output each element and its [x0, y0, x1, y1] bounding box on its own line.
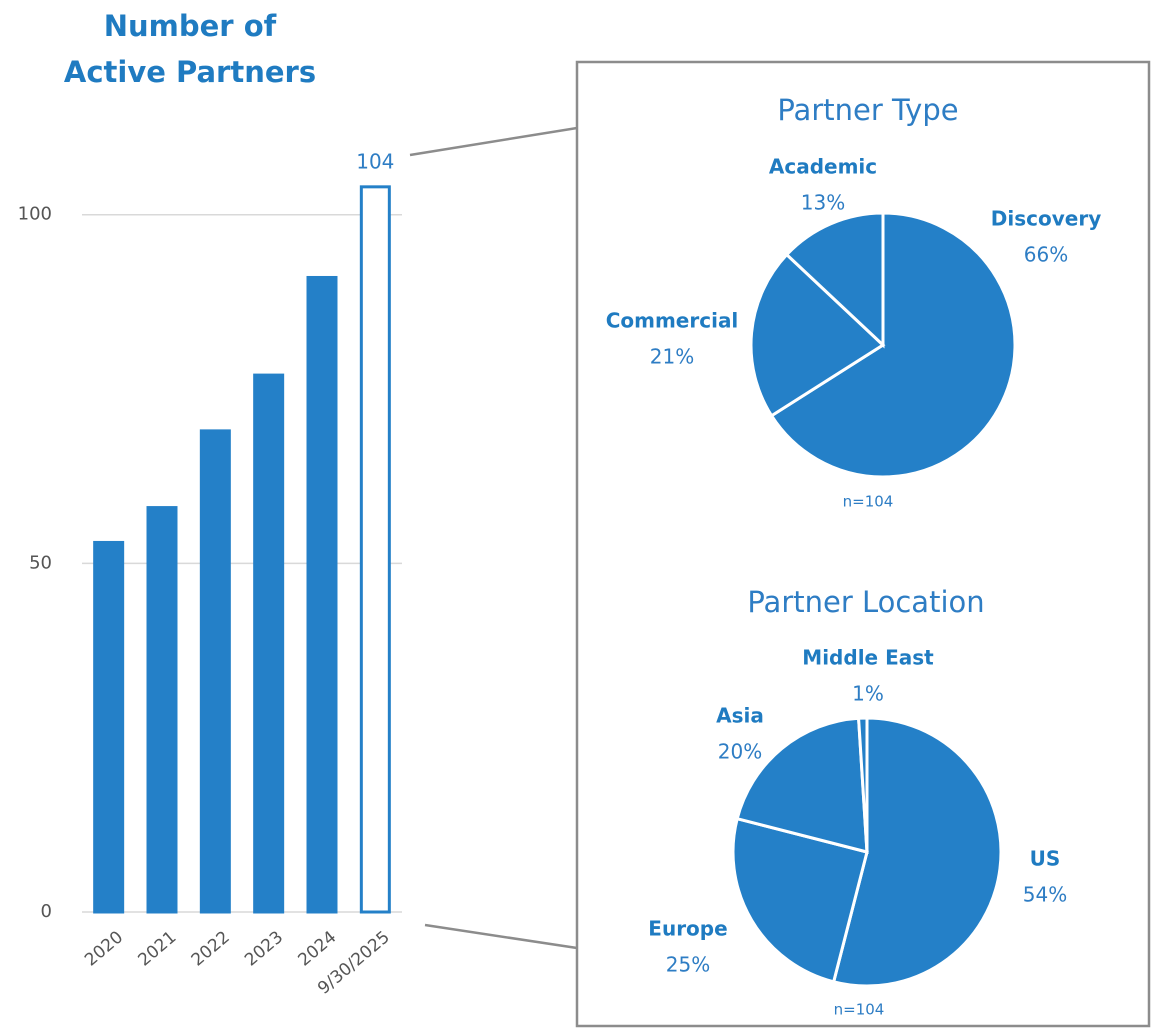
pie-slice — [831, 716, 1003, 988]
connector-line — [424, 923, 578, 950]
bar — [146, 506, 178, 914]
bar — [199, 429, 231, 914]
slice-value: 54% — [1023, 883, 1067, 907]
slice-value: 21% — [650, 345, 694, 369]
y-tick-label: 0 — [41, 901, 52, 922]
bar — [306, 275, 338, 914]
slice-value: 1% — [852, 682, 884, 706]
x-tick-label: 2023 — [241, 927, 287, 970]
slice-value: 25% — [666, 953, 710, 977]
slice-label: Academic — [769, 155, 877, 179]
pie-slice — [735, 716, 869, 854]
slice-label: Commercial — [606, 309, 739, 333]
pie-note: n=104 — [843, 493, 894, 511]
pie-title: Partner Location — [747, 585, 984, 619]
slice-value: 66% — [1024, 243, 1068, 267]
slice-value: 20% — [718, 740, 762, 764]
pie-note: n=104 — [834, 1001, 885, 1019]
x-tick-label: 2024 — [294, 927, 340, 970]
pie-slice — [856, 716, 869, 853]
x-tick-label: 2021 — [134, 927, 180, 970]
chart-title: Number of — [104, 9, 277, 43]
slice-label: Europe — [648, 917, 727, 941]
pie-slice — [784, 211, 885, 349]
slice-label: US — [1030, 847, 1061, 871]
slice-label: Middle East — [802, 646, 934, 670]
slice-label: Asia — [716, 704, 764, 728]
slice-label: Discovery — [991, 207, 1101, 231]
bar — [93, 540, 125, 914]
pie-slice — [731, 816, 869, 984]
pie-title: Partner Type — [777, 93, 958, 127]
pie-slice — [769, 211, 1017, 479]
bar — [359, 185, 391, 914]
bar — [253, 373, 285, 914]
connector-line — [409, 126, 578, 157]
detail-frame — [575, 60, 1151, 1028]
y-tick-label: 100 — [18, 204, 52, 225]
data-label: 104 — [356, 149, 394, 173]
x-tick-label: 2020 — [81, 927, 127, 970]
pie-slice — [749, 252, 886, 418]
slice-value: 13% — [801, 191, 845, 215]
x-tick-label: 2022 — [188, 927, 234, 970]
chart-title: Active Partners — [64, 55, 316, 89]
y-tick-label: 50 — [29, 552, 52, 573]
